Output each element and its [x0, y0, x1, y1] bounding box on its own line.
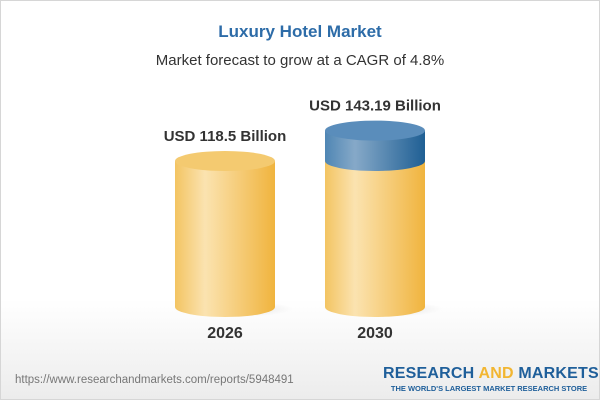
source-url[interactable]: https://www.researchandmarkets.com/repor…: [15, 374, 294, 386]
bar-2030-top: [325, 120, 425, 141]
x-tick-2026: 2026: [207, 325, 243, 342]
bar-2026-top: [175, 151, 275, 171]
data-label-2030: USD 143.19 Billion: [309, 98, 441, 115]
chart-subtitle: Market forecast to grow at a CAGR of 4.8…: [155, 52, 445, 69]
research-and-markets-logo: RESEARCH AND MARKETS THE WORLD'S LARGEST…: [383, 365, 599, 393]
bar-2030-growth: [325, 130, 425, 171]
bar-2030-base: [325, 161, 425, 317]
x-tick-2030: 2030: [357, 325, 393, 342]
bar-2026-base: [175, 161, 275, 317]
chart-title: Luxury Hotel Market: [218, 22, 382, 41]
data-label-2026: USD 118.5 Billion: [164, 128, 287, 145]
